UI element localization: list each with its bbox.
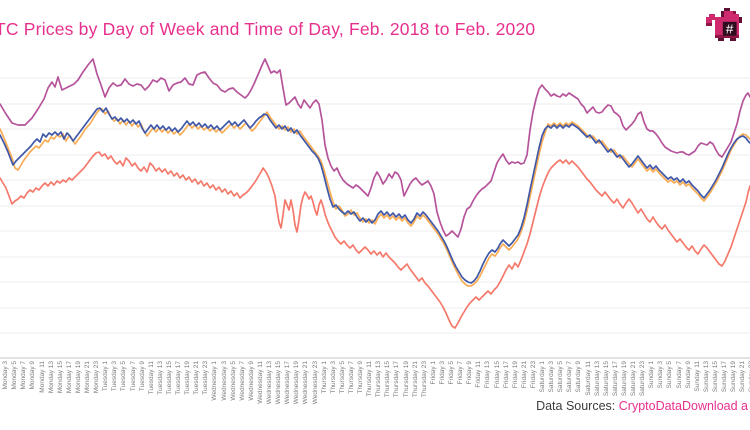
x-tick-label: Thursday 15 [384, 361, 392, 398]
x-tick-label: Friday 7 [457, 361, 465, 385]
x-tick-label: Friday 23 [529, 361, 537, 389]
x-tick-label: Monday 21 [84, 361, 91, 394]
x-tick-label: Thursday 5 [338, 361, 346, 394]
x-tick-label: Wednesday 15 [275, 361, 283, 405]
x-tick-label: Saturday 9 [575, 361, 583, 393]
x-tick-label: Wednesday 17 [284, 361, 292, 405]
x-tick-label: Wednesday 19 [293, 361, 301, 405]
x-tick-label: Wednesday 1 [211, 361, 219, 401]
x-tick-label: Friday 3 [438, 361, 446, 385]
x-tick-label: Thursday 1 [320, 361, 328, 394]
x-tick-label: Tuesday 21 [193, 361, 201, 395]
x-tick-label: Monday 5 [11, 361, 19, 390]
x-tick-label: Thursday 17 [393, 361, 401, 398]
x-tick-label: Saturday 3 [548, 361, 556, 393]
x-tick-label: Sunday 17 [721, 361, 728, 393]
x-tick-label: Sunday 21 [739, 361, 747, 393]
x-tick-label: Wednesday 9 [247, 361, 255, 401]
x-tick-label: Monday 23 [93, 361, 101, 394]
pixel-mascot-logo: # [706, 8, 742, 41]
x-tick-label: Tuesday 13 [156, 361, 164, 395]
x-tick-label: Tuesday 19 [184, 361, 192, 395]
x-tick-label: Wednesday 21 [302, 361, 310, 405]
x-tick-label: Tuesday 17 [175, 361, 182, 395]
x-tick-label: Monday 17 [65, 361, 73, 394]
x-tick-label: Saturday 19 [620, 361, 628, 397]
x-tick-label: Friday 1 [429, 361, 437, 385]
x-tick-label: Thursday 3 [329, 361, 337, 394]
x-tick-label: Sunday 13 [702, 361, 710, 393]
x-tick-label: Tuesday 11 [147, 361, 155, 395]
x-tick-label: Saturday 13 [593, 361, 601, 397]
series-line-blue [0, 107, 750, 284]
data-sources-label: Data Sources: [536, 399, 619, 413]
x-tick-label: Thursday 23 [420, 361, 428, 398]
x-tick-label: Thursday 11 [366, 361, 374, 397]
x-tick-label: Tuesday 7 [129, 361, 137, 392]
x-tick-label: Monday 19 [74, 361, 82, 394]
series-line-magenta [0, 58, 750, 238]
x-tick-label: Friday 5 [448, 361, 455, 385]
series-line-salmon [0, 151, 750, 329]
series-line-orange [0, 108, 750, 287]
x-tick-label: Wednesday 7 [238, 361, 246, 401]
x-tick-label: Sunday 1 [648, 361, 656, 389]
x-tick-label: Monday 11 [38, 361, 46, 393]
crypto-data-download-link[interactable]: CryptoDataDownload a [618, 399, 748, 413]
x-tick-label: Thursday 19 [402, 361, 410, 398]
x-tick-label: Saturday 17 [611, 361, 619, 397]
x-tick-label: Wednesday 23 [311, 361, 319, 405]
x-tick-label: Friday 17 [502, 361, 510, 389]
x-tick-label: Sunday 9 [684, 361, 692, 389]
x-tick-label: Saturday 21 [630, 361, 637, 397]
x-tick-label: Tuesday 9 [138, 361, 146, 392]
x-tick-label: Tuesday 1 [102, 361, 110, 392]
x-tick-label: Friday 21 [520, 361, 528, 389]
x-tick-label: Tuesday 23 [202, 361, 210, 395]
x-tick-label: Friday 19 [511, 361, 519, 389]
x-tick-label: Monday 9 [29, 361, 37, 390]
x-tick-label: Wednesday 11 [256, 361, 264, 404]
x-tick-label: Saturday 7 [566, 361, 574, 393]
x-tick-label: Monday 3 [2, 361, 10, 390]
x-tick-label: Tuesday 5 [120, 361, 128, 392]
x-tick-label: Monday 7 [20, 361, 28, 390]
hash-glyph: # [726, 24, 734, 39]
x-tick-label: Saturday 11 [584, 361, 592, 396]
x-tick-label: Thursday 21 [411, 361, 419, 398]
x-tick-label: Friday 15 [493, 361, 501, 389]
x-tick-label: Thursday 13 [375, 361, 383, 398]
x-tick-label: Sunday 5 [666, 361, 674, 389]
x-tick-label: Sunday 11 [693, 361, 701, 392]
x-tick-label: Saturday 23 [639, 361, 647, 397]
x-tick-label: Sunday 19 [730, 361, 738, 393]
x-tick-label: Wednesday 13 [266, 361, 273, 405]
x-tick-label: Sunday 7 [675, 361, 683, 389]
x-tick-label: Wednesday 3 [220, 361, 228, 401]
x-tick-label: Monday 13 [47, 361, 55, 394]
x-tick-label: Saturday 1 [539, 361, 546, 393]
x-tick-label: Sunday 15 [711, 361, 719, 393]
x-tick-label: Friday 13 [484, 361, 492, 389]
data-sources: Data Sources: CryptoDataDownload a [536, 399, 748, 413]
chart-title: TC Prices by Day of Week and Time of Day… [0, 19, 536, 39]
x-tick-label: Saturday 15 [602, 361, 610, 397]
x-tick-label: Monday 15 [56, 361, 64, 394]
x-tick-label: Tuesday 15 [165, 361, 173, 395]
x-tick-label: Saturday 5 [557, 361, 565, 393]
x-tick-label: Friday 11 [475, 361, 483, 388]
x-tick-label: Friday 9 [466, 361, 474, 385]
x-tick-label: Monday 1 [0, 361, 1, 390]
x-tick-label: Tuesday 3 [111, 361, 119, 392]
x-tick-label: Thursday 7 [347, 361, 355, 394]
x-tick-label: Wednesday 5 [229, 361, 237, 401]
x-tick-label: Thursday 9 [357, 361, 364, 394]
x-tick-label: Sunday 3 [657, 361, 665, 389]
